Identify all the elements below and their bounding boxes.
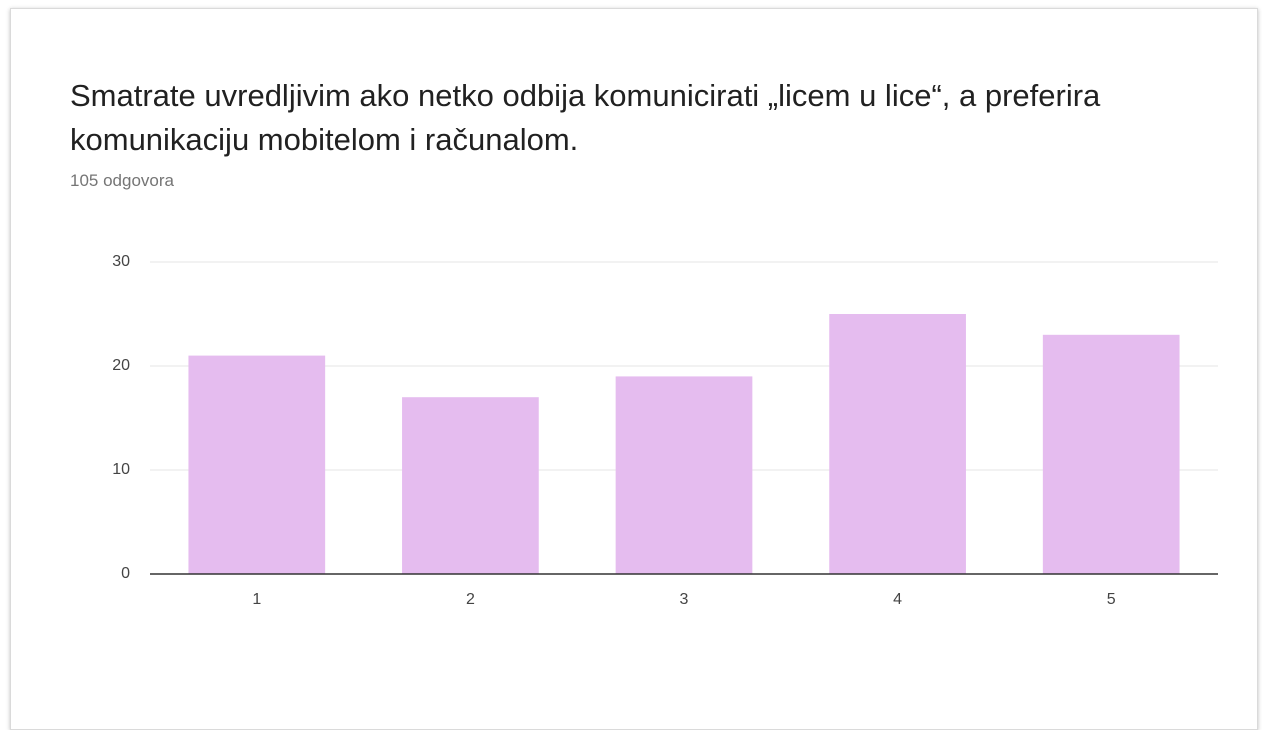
x-tick-label: 3 [680, 591, 689, 608]
y-tick-label: 20 [112, 357, 130, 374]
chart-subtitle: 105 odgovora [70, 171, 174, 190]
x-tick-label: 2 [466, 591, 475, 608]
bar [615, 376, 753, 574]
bar [829, 314, 966, 574]
x-tick-label: 1 [252, 591, 261, 608]
chart-title: Smatrate uvredljivim ako netko odbija ko… [70, 78, 1101, 157]
y-tick-label: 30 [112, 253, 130, 270]
bar [188, 355, 326, 574]
y-tick-label: 0 [121, 565, 130, 582]
bar [1042, 334, 1180, 574]
y-tick-label: 10 [112, 461, 130, 478]
x-tick-label: 5 [1107, 591, 1116, 608]
bar [402, 397, 539, 574]
x-tick-label: 4 [893, 591, 902, 608]
